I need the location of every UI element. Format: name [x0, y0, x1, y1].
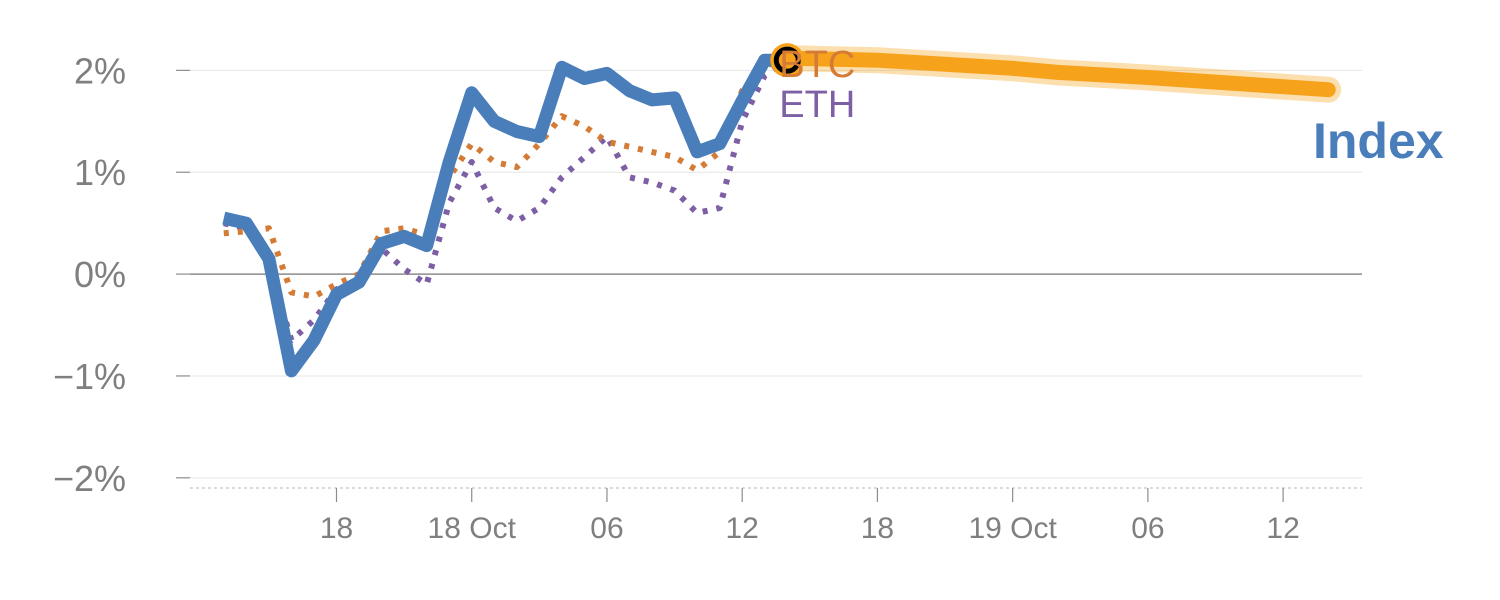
series-label-btc: BTC	[779, 44, 855, 86]
series-label-eth: ETH	[779, 84, 855, 126]
x-tick-label: 12	[1266, 512, 1299, 545]
axes: 2% 1% 0% −1% −2% 18 18 Oct 06 12 18 19 Oct 06 12	[53, 50, 1362, 545]
y-tick-label: 0%	[74, 254, 126, 295]
gridlines	[190, 69, 1362, 479]
series-label-index: Index	[1313, 113, 1444, 169]
x-tick-label: 19 Oct	[968, 512, 1057, 545]
x-tick-label: 06	[590, 512, 623, 545]
y-tick-label: −2%	[53, 458, 126, 499]
btc-line	[223, 57, 788, 300]
current-marker-ring	[773, 46, 801, 74]
series-lines	[222, 43, 1342, 378]
x-tick-label: 06	[1131, 512, 1164, 545]
x-tick-label: 18	[861, 512, 894, 545]
index-line	[222, 53, 788, 378]
eth-line	[223, 57, 789, 344]
x-tick-label: 18	[320, 512, 353, 545]
forecast-line	[779, 50, 1336, 98]
series-labels: BTC ETH Index	[779, 44, 1444, 169]
x-tick-label: 18 Oct	[428, 512, 517, 545]
y-tick-label: 1%	[74, 152, 126, 193]
y-tick-label: −1%	[53, 356, 126, 397]
y-tick-label: 2%	[74, 50, 126, 91]
x-tick-label: 12	[726, 512, 759, 545]
